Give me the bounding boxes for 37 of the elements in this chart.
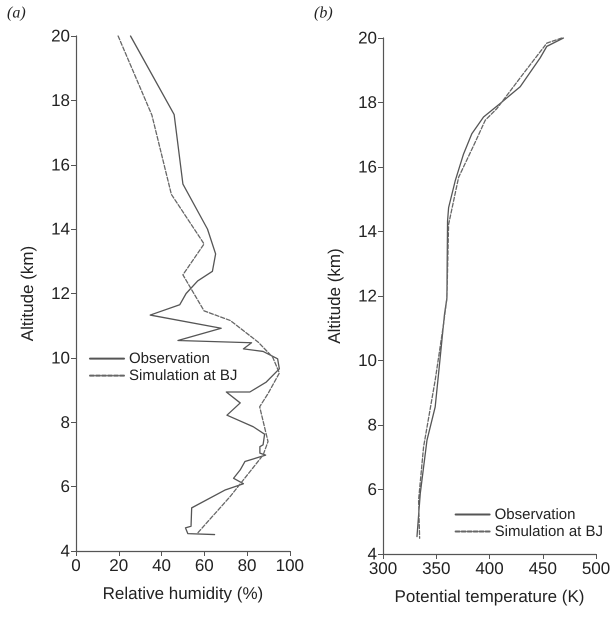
y-tick-label: 14 <box>358 222 377 241</box>
x-tick-label: 500 <box>582 559 610 578</box>
legend-label: Simulation at BJ <box>494 523 604 540</box>
y-tick-label: 18 <box>51 90 70 110</box>
y-tick-label: 6 <box>368 480 377 499</box>
y-axis-title: Altitude (km) <box>325 248 344 344</box>
x-tick-label: 0 <box>71 556 81 575</box>
legend-label: Observation <box>494 506 576 523</box>
legend-label: Simulation at BJ <box>129 367 238 384</box>
y-tick-label: 12 <box>358 286 377 306</box>
y-tick-label: 18 <box>358 93 377 112</box>
x-tick-label: 450 <box>528 559 557 578</box>
x-tick-label: 400 <box>475 559 504 578</box>
y-tick-label: 6 <box>60 477 70 496</box>
x-tick-label: 20 <box>109 556 128 575</box>
y-tick-label: 8 <box>60 412 70 432</box>
x-axis-title: Relative humidity (%) <box>102 584 264 603</box>
y-tick-label: 16 <box>51 155 70 174</box>
y-tick-label: 14 <box>51 220 70 239</box>
legend-label: Observation <box>129 350 210 368</box>
x-tick-label: 80 <box>238 556 257 575</box>
x-tick-label: 350 <box>422 559 450 578</box>
y-tick-label: 10 <box>358 351 377 370</box>
y-tick-label: 4 <box>60 542 70 560</box>
x-axis-title: Potential temperature (K) <box>394 587 584 606</box>
y-tick-label: 20 <box>51 26 70 46</box>
chart-title: (a) <box>7 4 26 22</box>
y-tick-label: 12 <box>51 284 70 303</box>
y-tick-label: 20 <box>358 28 377 48</box>
y-axis-title: Altitude (km) <box>18 246 37 342</box>
chart-title: (b) <box>314 4 333 22</box>
y-tick-label: 10 <box>51 348 70 368</box>
x-tick-label: 100 <box>276 556 304 575</box>
y-tick-label: 8 <box>368 416 377 434</box>
x-tick-label: 60 <box>194 556 214 575</box>
y-tick-label: 16 <box>358 158 377 176</box>
x-tick-label: 40 <box>152 556 171 575</box>
